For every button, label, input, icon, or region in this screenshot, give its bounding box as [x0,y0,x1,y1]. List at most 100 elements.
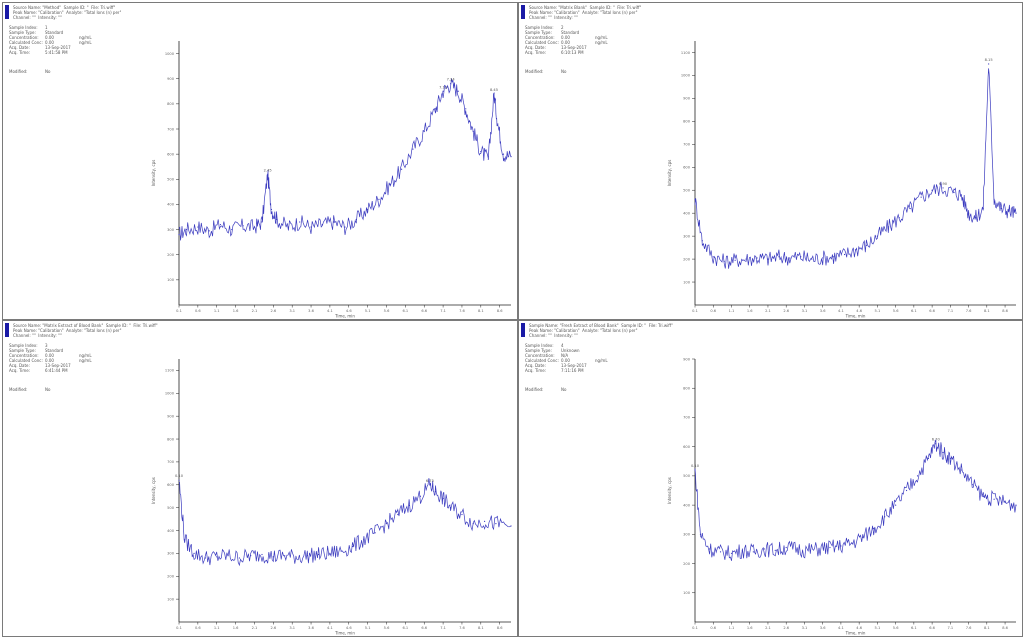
y-tick-label: 800 [683,387,691,391]
data-point [884,516,886,518]
data-point [385,523,388,525]
meta-key: Acq. Date: [525,45,546,50]
data-point [510,525,512,527]
x-tick-label: 6.1 [911,626,917,630]
chart-panel-1: Source Name: "Method" Sample ID: " File:… [2,2,518,320]
data-point [833,256,835,258]
y-tick-label: 1000 [681,74,691,78]
y-tick-label: 300 [167,552,175,556]
chromatogram-svg: 100 200 300 400 500 600 700 800 900 0.1 0.6 1.1 1.6 2… [667,357,1017,636]
peak-label: 6.70 [932,438,941,442]
meta-value: Standard [45,30,64,35]
x-tick-label: 1.6 [233,309,239,313]
data-point [840,545,842,547]
meta-row: Acq. Date: 13-Sep-2017 [525,45,609,50]
data-point [178,234,180,236]
x-tick-label: 5.6 [893,309,899,313]
data-point [204,557,207,559]
chart-panel-4: Sample Name: "Fresh Extract of Blood Ban… [518,320,1023,637]
chromatogram-svg: 100 200 300 400 500 600 700 800 900 1000 0.1 0.6 1.1… [151,41,512,319]
x-tick-label: 0.6 [195,309,201,313]
data-point [942,451,944,454]
modified-row: Modified: No [9,69,93,74]
x-tick-label: 0.6 [195,626,201,630]
header-line: Channel: "" Intensity: "" [529,333,578,338]
chromatogram-svg: 100 200 300 400 500 600 700 800 900 1000 1100 0.1 0.… [151,359,512,636]
data-point [993,498,995,500]
x-tick-label: 6.6 [421,309,427,313]
y-tick-label: 300 [683,234,691,238]
sample-metadata: Sample Index: 4 Sample Type: Unknown Concent… [525,343,609,392]
data-point [374,532,376,534]
meta-row: Acq. Date: 13-Sep-2017 [525,363,609,368]
x-tick-label: 8.1 [478,309,484,313]
x-tick-label: 4.1 [838,626,844,630]
data-point [317,553,320,556]
meta-key: Acq. Time: [525,50,547,55]
x-tick-label: 3.6 [308,626,314,630]
y-tick-label: 900 [683,97,691,101]
meta-value: 0.00 [45,35,54,40]
y-tick-label: 900 [167,77,175,81]
data-point [975,217,977,219]
meta-value: 7:11:16 PM [561,368,584,373]
data-point [905,489,908,492]
data-point [756,257,758,259]
meta-row: Acq. Time: 6:41:44 PM [9,368,93,373]
meta-value: 0.00 [45,353,54,358]
x-tick-label: 8.1 [984,626,990,630]
x-tick-label: 1.6 [747,626,753,630]
data-point [960,469,962,471]
data-point [287,226,290,228]
x-tick-label: 4.6 [856,626,862,630]
meta-value: 13-Sep-2017 [561,45,587,50]
y-tick-label: 400 [683,503,691,507]
chromatogram-svg: 100 200 300 400 500 600 700 800 900 1000 1100 0.1 0.… [667,41,1017,319]
x-tick-label: 1.1 [729,309,735,313]
header-line: Peak Name: "Calibration" Analyte: "Total… [13,328,122,333]
meta-row: Concentration: 0.00 ng/mL [525,35,609,40]
data-point [701,240,703,242]
data-point [745,258,747,260]
data-point [763,548,765,550]
sample-header: Sample Name: "Fresh Extract of Blood Ban… [529,323,673,338]
x-tick-label: 3.6 [820,626,826,630]
y-tick-label: 600 [683,445,691,449]
y-tick-label: 200 [683,562,691,566]
modified-value: No [561,69,567,74]
x-tick-label: 2.6 [270,309,276,313]
sample-header: Source Name: "Method" Sample ID: " File:… [13,5,121,20]
meta-key: Sample Type: [9,348,36,353]
x-tick-label: 2.6 [783,626,789,630]
data-point [363,539,365,541]
y-tick-label: 400 [167,529,175,533]
meta-value: 0.00 [45,40,54,45]
data-point [423,130,425,133]
meta-row: Calculated Conc: 0.00 ng/mL [9,358,93,363]
modified-value: No [45,387,51,392]
x-tick-label: 1.6 [747,309,753,313]
data-point [434,491,437,493]
data-point [483,520,486,522]
meta-row: Acq. Date: 13-Sep-2017 [9,363,93,368]
data-point [822,257,824,259]
x-tick-label: 3.1 [289,626,295,630]
y-tick-label: 500 [167,178,175,182]
y-axis-label: Intensity, cps [667,477,672,504]
data-point [942,187,944,189]
meta-value: 5:41:58 PM [45,50,68,55]
meta-key: Acq. Time: [9,50,31,55]
meta-row: Sample Type: Standard [525,30,609,35]
meta-key: Calculated Conc: [9,358,43,363]
meta-value: 6:10:13 PM [561,50,584,55]
header-marker [521,5,525,19]
peak-label: 6.75 [426,479,434,483]
modified-row: Modified: No [525,387,609,392]
data-point [953,191,955,194]
header-line: Source Name: "Method" Sample ID: " File:… [13,5,116,10]
x-tick-label: 5.1 [365,626,371,630]
meta-value: 3 [45,343,48,348]
meta-row: Concentration: N/A [525,353,609,358]
y-tick-label: 700 [167,460,175,464]
header-line: Sample Name: "Fresh Extract of Blood Ban… [529,323,673,328]
